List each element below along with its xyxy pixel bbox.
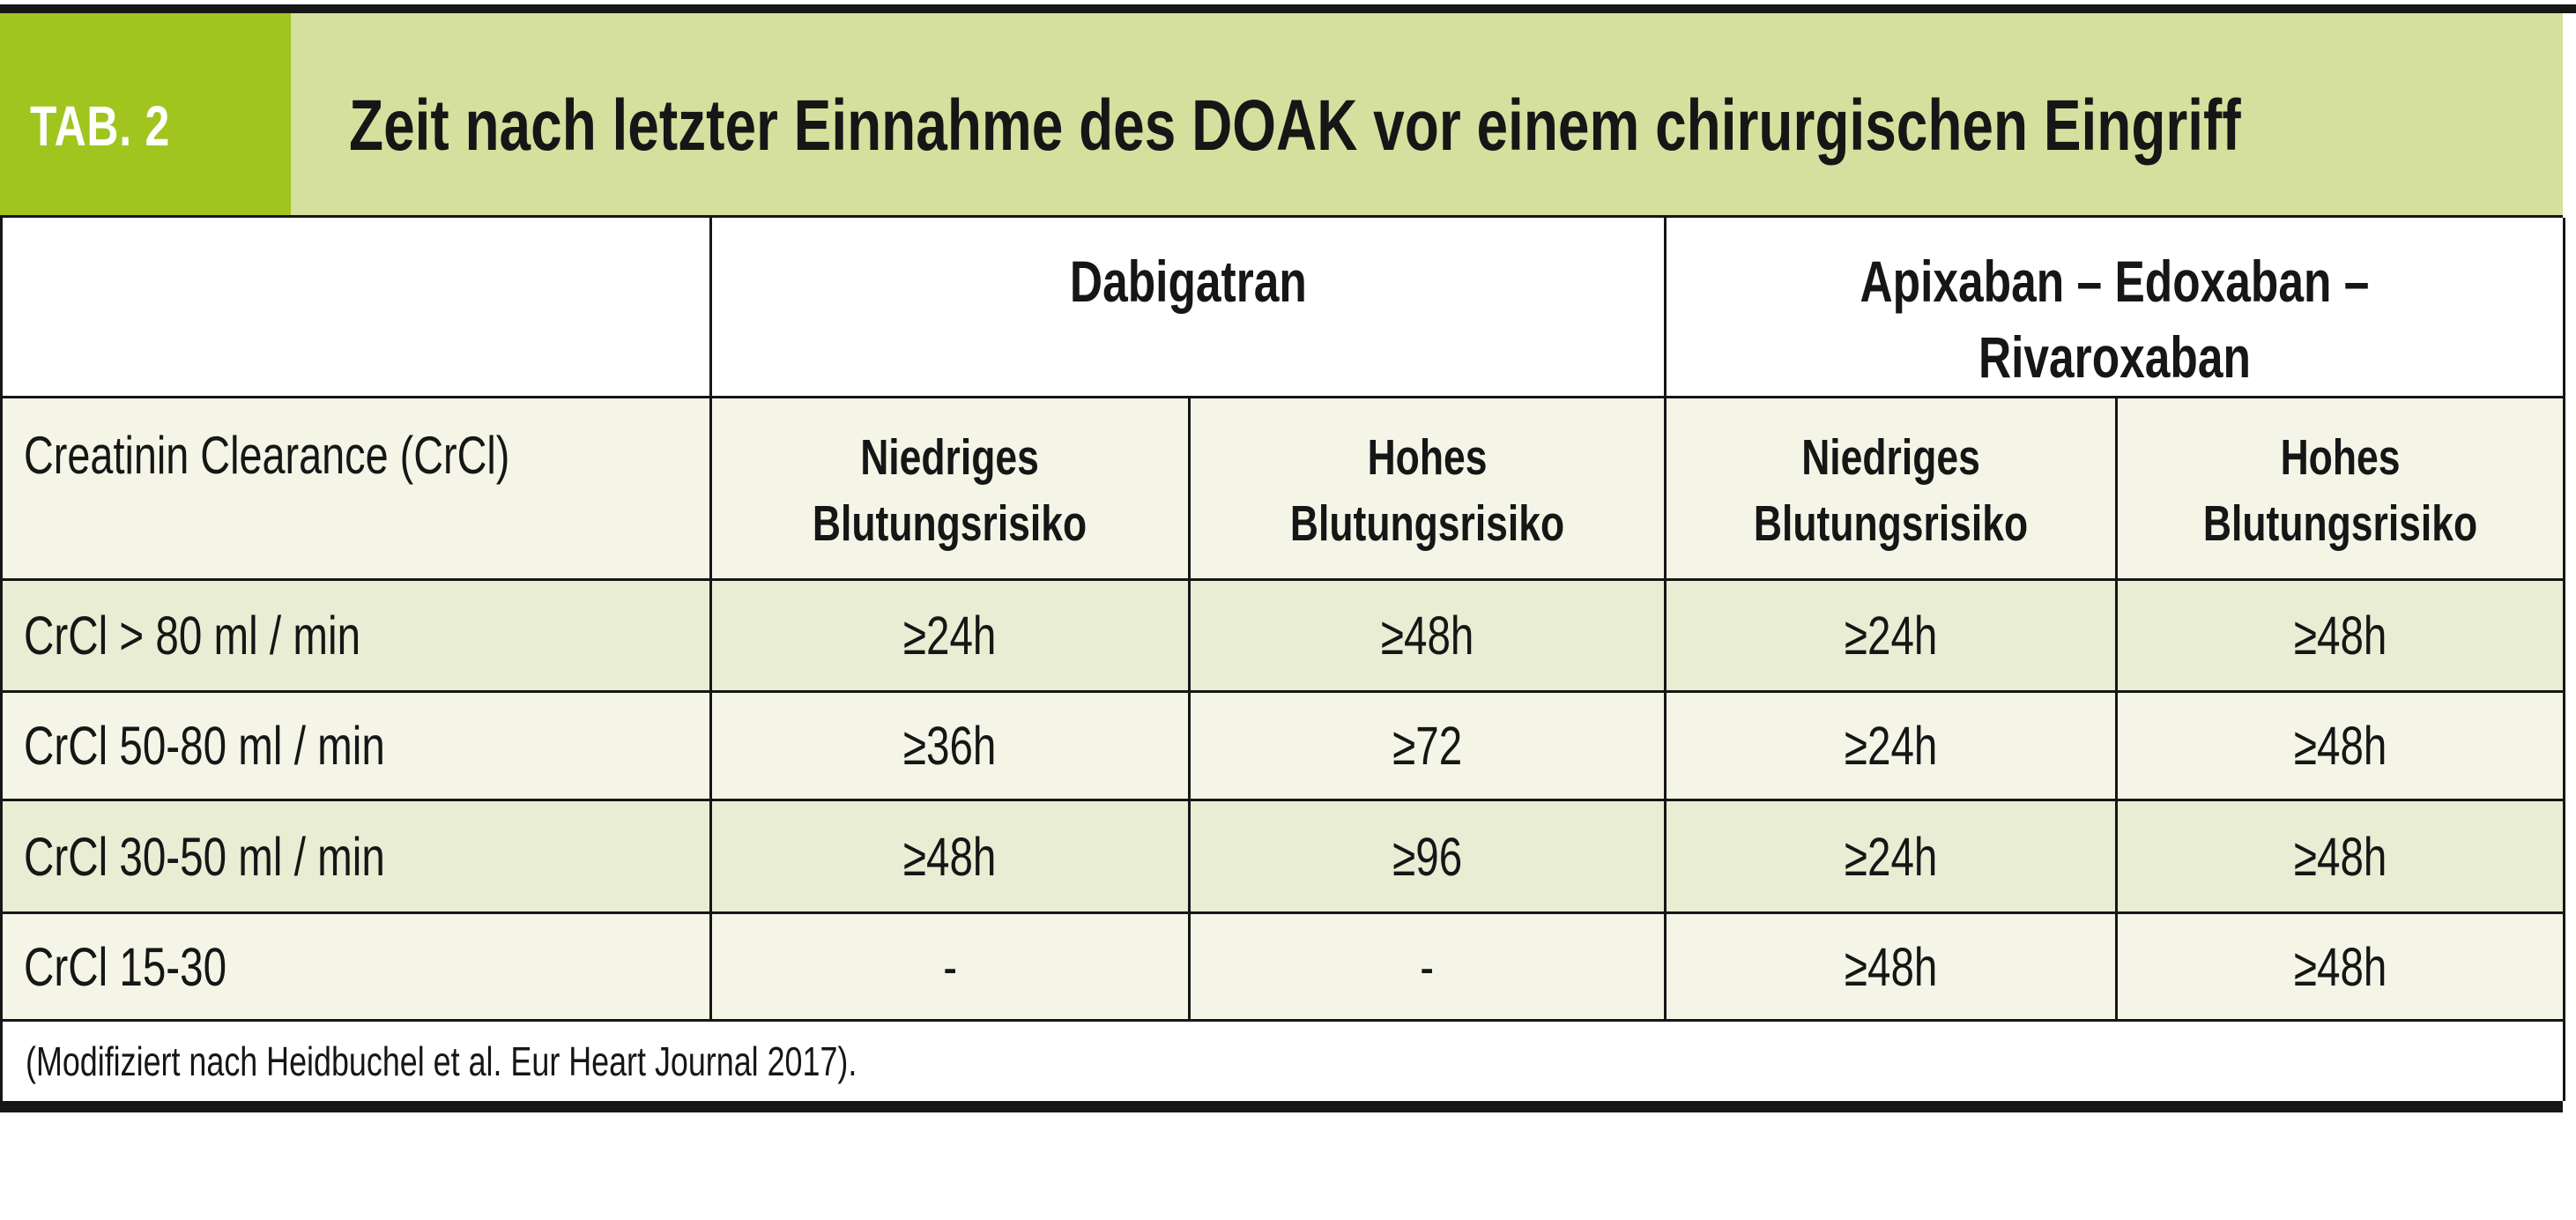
table-cell: ≥48h <box>2118 801 2565 914</box>
table-cell: ≥96 <box>1191 801 1667 914</box>
col-header-dabigatran-hohes-risiko: Hohes Blutungsrisiko <box>1191 398 1667 581</box>
table-cell: ≥24h <box>1667 581 2118 693</box>
table-cell: - <box>712 914 1191 1022</box>
corner-empty-cell <box>3 218 712 398</box>
footnote-text: (Modifiziert nach Heidbuchel et al. Eur … <box>26 1038 857 1084</box>
table-cell: ≥24h <box>1667 693 2118 801</box>
row-label-crcl-50-80: CrCl 50-80 ml / min <box>3 693 712 801</box>
footnote-row: (Modifiziert nach Heidbuchel et al. Eur … <box>3 1022 2565 1101</box>
table-cell: ≥36h <box>712 693 1191 801</box>
table-cell: - <box>1191 914 1667 1022</box>
row-label-crcl-30-50: CrCl 30-50 ml / min <box>3 801 712 914</box>
col-header-xaban-niedriges-risiko: Niedriges Blutungsrisiko <box>1667 398 2118 581</box>
col-header-dabigatran-niedriges-risiko: Niedriges Blutungsrisiko <box>712 398 1191 581</box>
table-title: Zeit nach letzter Einnahme des DOAK vor … <box>349 85 2241 166</box>
row-label-crcl-gt-80: CrCl > 80 ml / min <box>3 581 712 693</box>
table-cell: ≥48h <box>1667 914 2118 1022</box>
table-cell: ≥72 <box>1191 693 1667 801</box>
table-cell: ≥48h <box>1191 581 1667 693</box>
table-cell: ≥48h <box>2118 581 2565 693</box>
table-title-band: TAB. 2 Zeit nach letzter Einnahme des DO… <box>0 13 2563 215</box>
table-cell: ≥48h <box>712 801 1191 914</box>
col-header-xaban-hohes-risiko: Hohes Blutungsrisiko <box>2118 398 2565 581</box>
top-rule <box>0 4 2576 13</box>
table-cell: ≥48h <box>2118 693 2565 801</box>
corner-label-cell: Creatinin Clearance (CrCl) <box>3 398 712 581</box>
table-number-label: TAB. 2 <box>30 93 171 158</box>
col-group-dabigatran: Dabigatran <box>712 218 1667 398</box>
doak-timing-table: Dabigatran Apixaban – Edoxaban – Rivaroxa… <box>0 215 2565 1112</box>
table-title-area: Zeit nach letzter Einnahme des DOAK vor … <box>291 62 2576 167</box>
table-cell: ≥24h <box>1667 801 2118 914</box>
col-group-apixaban-edoxaban-rivaroxaban: Apixaban – Edoxaban – Rivaroxaban <box>1667 218 2565 398</box>
row-label-crcl-15-30: CrCl 15-30 <box>3 914 712 1022</box>
table-number-box: TAB. 2 <box>0 13 291 215</box>
table-cell: ≥48h <box>2118 914 2565 1022</box>
table-cell: ≥24h <box>712 581 1191 693</box>
